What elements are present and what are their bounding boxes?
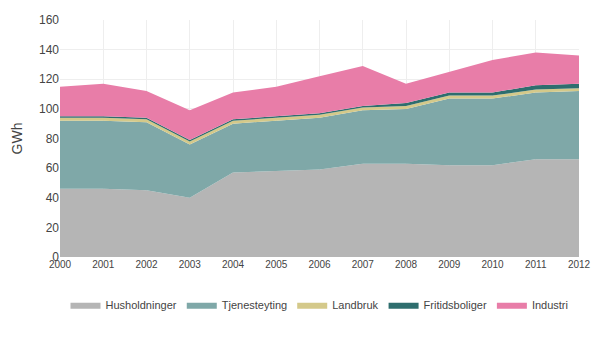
svg-text:2002: 2002	[135, 259, 158, 270]
svg-text:2008: 2008	[395, 259, 418, 270]
svg-text:160: 160	[39, 13, 59, 27]
svg-text:2000: 2000	[49, 259, 72, 270]
svg-text:120: 120	[39, 72, 59, 86]
svg-text:2009: 2009	[438, 259, 461, 270]
svg-text:2004: 2004	[222, 259, 245, 270]
svg-text:Tjenesteyting: Tjenesteyting	[222, 299, 287, 311]
svg-text:Industri: Industri	[532, 299, 568, 311]
svg-text:2001: 2001	[92, 259, 115, 270]
svg-text:Landbruk: Landbruk	[332, 299, 378, 311]
svg-text:20: 20	[46, 221, 60, 235]
svg-text:2012: 2012	[568, 259, 591, 270]
svg-text:40: 40	[46, 191, 60, 205]
svg-text:2006: 2006	[308, 259, 331, 270]
svg-text:Fritidsboliger: Fritidsboliger	[424, 299, 487, 311]
svg-text:2005: 2005	[265, 259, 288, 270]
svg-text:80: 80	[46, 132, 60, 146]
svg-text:0: 0	[52, 250, 59, 264]
svg-text:140: 140	[39, 43, 59, 57]
svg-text:2003: 2003	[179, 259, 202, 270]
svg-text:2011: 2011	[525, 259, 547, 270]
svg-text:GWh: GWh	[9, 123, 25, 155]
svg-text:2007: 2007	[352, 259, 375, 270]
svg-text:2010: 2010	[481, 259, 504, 270]
svg-text:100: 100	[39, 102, 59, 116]
svg-text:Husholdninger: Husholdninger	[106, 299, 177, 311]
svg-text:60: 60	[46, 161, 60, 175]
